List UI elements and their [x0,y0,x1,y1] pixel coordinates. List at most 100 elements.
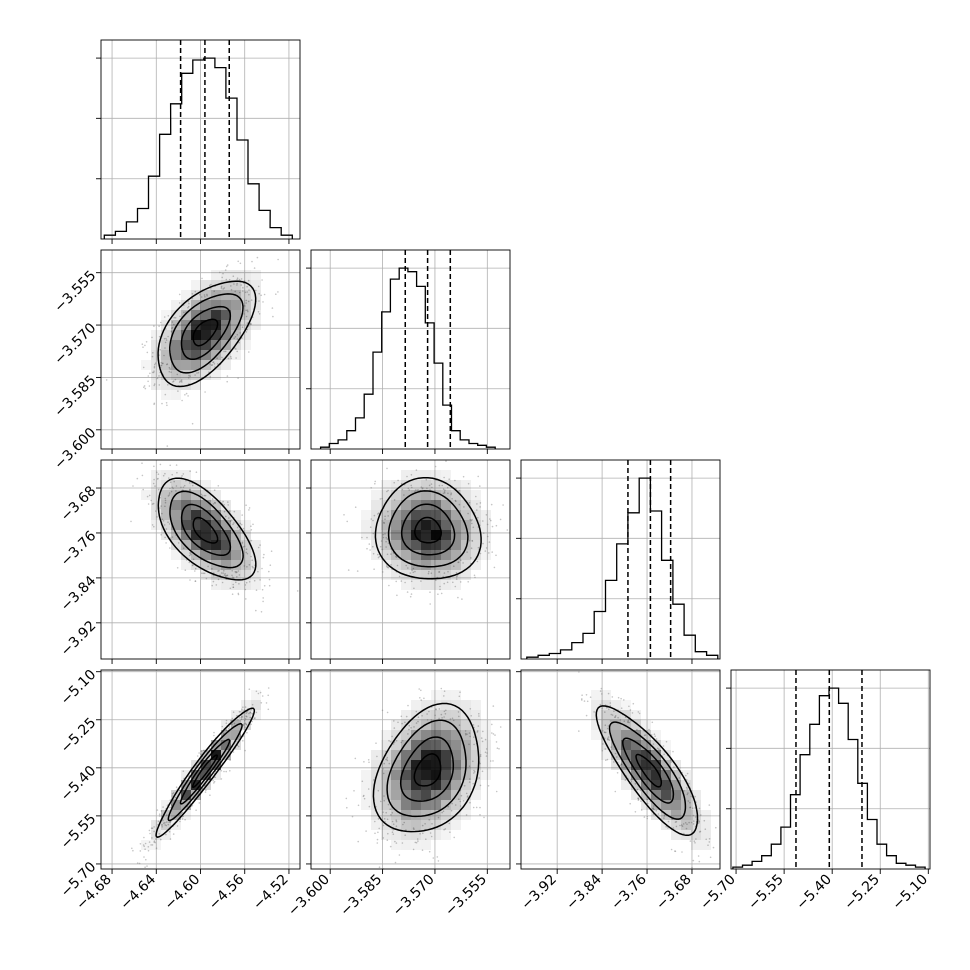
scatter-point-3-0 [249,711,251,714]
scatter-point-2-1 [455,572,458,574]
scatter-point-3-2 [601,707,603,709]
scatter-point-2-0 [262,556,265,559]
density-cell-2-1 [401,550,411,560]
scatter-point-3-1 [395,820,398,823]
density-cell-2-1 [381,500,391,510]
scatter-point-2-1 [393,481,396,484]
scatter-point-1-0 [187,305,190,308]
scatter-point-3-0 [158,833,161,835]
scatter-point-3-2 [605,759,607,761]
scatter-point-1-0 [258,313,261,315]
scatter-point-2-0 [245,598,247,600]
scatter-point-2-0 [171,473,173,476]
scatter-point-3-0 [198,802,201,804]
contour-2-1-2 [387,490,469,568]
density-cell-1-0 [251,300,261,310]
scatter-point-3-0 [236,714,238,717]
scatter-point-3-1 [391,831,394,833]
density-cell-3-2 [671,770,681,780]
density-cell-3-1 [451,800,461,810]
density-cell-3-1 [471,720,481,730]
scatter-point-2-1 [406,475,408,478]
scatter-point-3-2 [578,671,580,673]
scatter-point-3-0 [144,842,147,845]
scatter-point-3-0 [259,691,262,694]
density-cell-2-1 [411,580,421,590]
density-cell-3-2 [591,700,601,710]
density-cell-3-0 [141,840,151,850]
density-cell-3-1 [451,750,461,760]
histogram-0 [103,57,293,239]
scatter-point-1-0 [242,290,244,292]
scatter-point-3-1 [367,788,370,790]
scatter-point-2-1 [471,539,474,542]
scatter-point-2-1 [381,497,383,500]
scatter-point-1-0 [234,290,236,293]
scatter-point-2-0 [189,470,191,473]
density-cell-3-1 [381,760,391,770]
scatter-point-1-0 [239,332,241,334]
scatter-point-1-0 [237,377,239,379]
scatter-point-1-0 [178,381,181,383]
contour-3-0-1 [179,738,231,805]
scatter-point-3-1 [450,809,453,812]
density-cell-3-0 [201,770,211,780]
density-cell-3-1 [381,790,391,800]
scatter-point-3-0 [254,717,256,719]
scatter-point-3-2 [652,808,654,810]
scatter-point-3-2 [656,747,659,750]
scatter-point-3-0 [144,848,146,850]
density-cell-2-1 [381,520,391,530]
density-cell-2-1 [481,550,491,560]
density-cell-3-1 [421,820,431,830]
density-cell-3-1 [471,780,481,790]
scatter-point-2-0 [229,520,232,522]
scatter-point-3-1 [386,818,389,821]
scatter-point-3-0 [206,750,208,753]
scatter-point-1-0 [245,331,248,333]
scatter-point-2-0 [231,576,234,579]
density-cell-3-1 [381,810,391,820]
density-cell-2-0 [231,550,241,560]
scatter-point-3-0 [267,694,270,697]
density-cell-2-1 [451,550,461,560]
scatter-point-2-1 [428,484,431,487]
scatter-point-3-2 [623,699,625,701]
scatter-point-3-0 [228,726,231,728]
scatter-point-2-1 [448,478,451,481]
density-cell-3-1 [381,800,391,810]
contour-3-0-3 [155,707,256,838]
density-cell-1-0 [201,370,211,380]
density-cell-1-0 [151,370,161,380]
scatter-point-3-1 [473,743,475,746]
scatter-point-2-1 [384,518,386,520]
scatter-point-2-1 [445,460,447,462]
density-cell-1-0 [161,350,171,360]
scatter-point-1-0 [236,284,238,286]
density-cell-1-0 [161,310,171,320]
density-cell-2-1 [441,480,451,490]
scatter-point-3-2 [697,822,700,824]
scatter-point-2-1 [369,526,372,528]
scatter-point-2-0 [160,505,162,507]
density-cell-3-2 [611,710,621,720]
scatter-point-2-1 [455,578,458,580]
scatter-point-1-0 [246,285,248,288]
scatter-point-3-2 [610,746,612,748]
scatter-point-2-0 [241,532,243,534]
scatter-point-2-0 [242,546,245,548]
density-cell-3-2 [661,760,671,770]
scatter-point-2-1 [493,566,496,569]
scatter-point-2-1 [368,543,371,545]
scatter-point-3-1 [479,754,482,756]
density-cell-2-0 [161,500,171,510]
scatter-point-2-0 [211,584,213,587]
scatter-point-1-0 [230,355,232,358]
density-cell-3-0 [221,730,231,740]
scatter-point-2-1 [393,499,396,501]
scatter-point-3-0 [231,723,233,726]
density-cell-1-0 [171,310,181,320]
scatter-point-2-0 [162,474,165,477]
density-cell-3-2 [661,770,671,780]
density-cell-3-1 [361,800,371,810]
